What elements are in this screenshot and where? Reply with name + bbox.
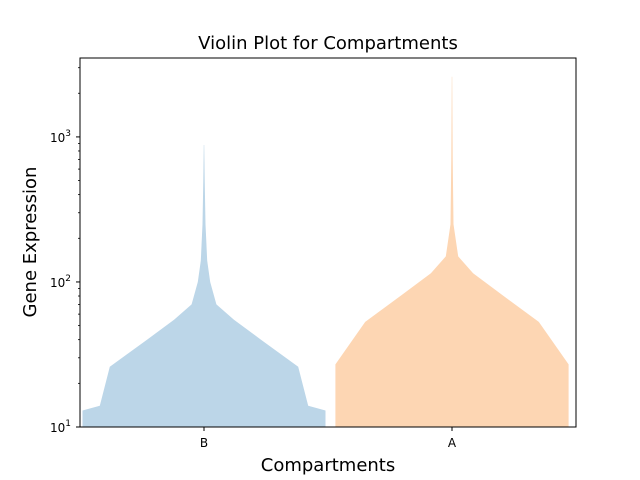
y-axis-label: Gene Expression (20, 167, 41, 318)
x-tick-label: A (448, 436, 457, 450)
violin-a (335, 76, 569, 427)
plot-frame (79, 57, 577, 428)
violin-b (82, 145, 326, 427)
x-axis-label: Compartments (261, 455, 395, 476)
y-axis: 101 102 103 (50, 67, 80, 435)
plot-area (82, 76, 569, 427)
y-tick-label: 102 (50, 274, 71, 290)
y-tick-label: 103 (50, 129, 71, 145)
chart-title: Violin Plot for Compartments (198, 33, 458, 54)
y-tick-label: 101 (50, 419, 71, 435)
x-tick-label: B (200, 436, 208, 450)
